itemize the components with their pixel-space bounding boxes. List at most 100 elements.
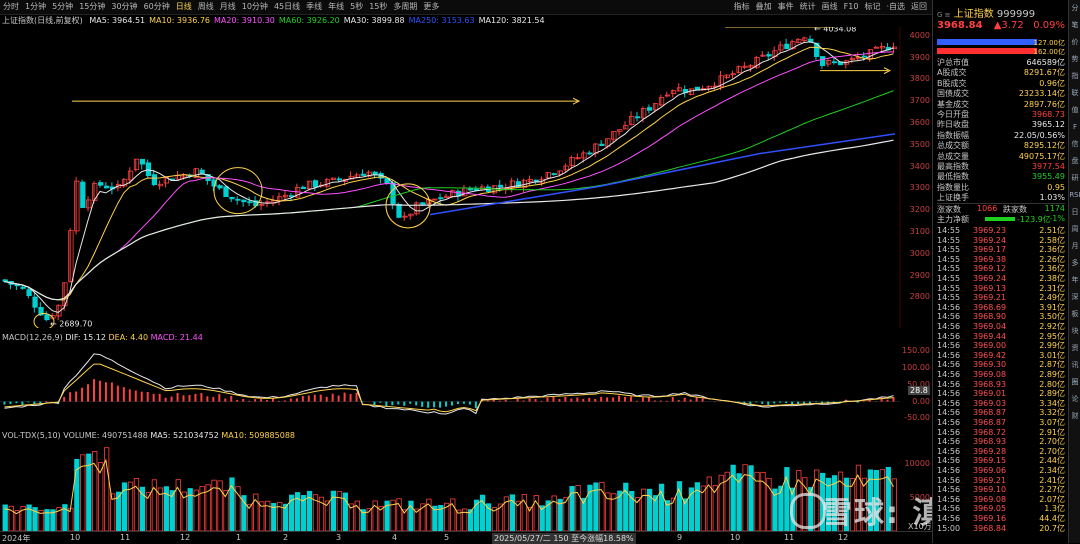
volume-bar — [324, 500, 331, 531]
stat-label: 基金成交 — [937, 99, 969, 109]
macd-chart[interactable] — [0, 343, 900, 425]
tick-time: 14:56 — [937, 427, 961, 437]
side-tool-icon[interactable]: F — [1072, 123, 1078, 131]
tick-time: 14:55 — [937, 283, 961, 293]
candle — [312, 180, 319, 188]
side-tool-icon[interactable]: 月 — [1071, 242, 1079, 250]
candle — [420, 202, 426, 205]
side-tool-icon[interactable]: 多 — [1071, 259, 1079, 267]
stat-value: 0.95 — [1047, 182, 1065, 192]
volume-bar — [479, 494, 486, 531]
candle — [14, 284, 20, 287]
quote-change: ▲3.72 — [993, 20, 1024, 31]
period-tab-4[interactable]: 30分钟 — [111, 2, 138, 11]
tool-button-0[interactable]: 指标 — [733, 2, 750, 11]
side-tool-icon[interactable]: 财 — [1071, 412, 1079, 420]
side-tool-icon[interactable]: 讯 — [1071, 361, 1079, 369]
period-tab-9[interactable]: 10分钟 — [241, 2, 268, 11]
side-tool-icon[interactable]: 深 — [1071, 293, 1079, 301]
period-tab-11[interactable]: 季线 — [306, 2, 323, 11]
up-count-label: 涨家数 — [937, 205, 961, 214]
volume-bar — [515, 500, 522, 531]
period-tab-8[interactable]: 月线 — [219, 2, 236, 11]
candle — [599, 143, 605, 146]
candle — [754, 57, 760, 68]
period-tab-12[interactable]: 年线 — [328, 2, 345, 11]
side-tool-icon[interactable]: RSI — [1069, 191, 1080, 199]
volume-bar — [169, 490, 175, 531]
side-tool-icon[interactable]: 板 — [1071, 310, 1079, 318]
tool-button-4[interactable]: 画线 — [821, 2, 838, 11]
side-tool-icon[interactable]: 年 — [1071, 276, 1079, 284]
side-tool-icon[interactable]: 研 — [1071, 174, 1079, 182]
side-tool-icon[interactable]: 分 — [1071, 4, 1079, 12]
period-tab-10[interactable]: 45日线 — [273, 2, 301, 11]
tool-button-7[interactable]: ·自选 — [886, 2, 905, 11]
period-tab-2[interactable]: 5分钟 — [52, 2, 74, 11]
period-tab-0[interactable]: 分时 — [3, 2, 19, 11]
side-toolbar: 分笔价势指联值 F 信盘研 RSI 日周月多年深板块资讯圈论财 — [1068, 0, 1080, 543]
volume-bar — [384, 500, 390, 531]
period-tab-1[interactable]: 1分钟 — [25, 2, 47, 11]
side-tool-icon[interactable]: 论 — [1071, 395, 1079, 403]
side-tool-icon[interactable]: 日 — [1071, 208, 1079, 216]
tick-volume: 2.34亿 — [1039, 466, 1065, 475]
volume-chart[interactable] — [0, 441, 900, 531]
side-tool-icon[interactable]: 势 — [1071, 55, 1079, 63]
tick-price: 3969.42 — [973, 350, 1007, 360]
volume-bar — [527, 507, 533, 531]
side-tool-icon[interactable]: 块 — [1071, 327, 1079, 335]
side-tool-icon[interactable]: 周 — [1071, 225, 1079, 233]
tick-row: 14:56 3969.00 2.99亿 — [937, 341, 1065, 350]
side-tool-icon[interactable]: 价 — [1071, 38, 1079, 46]
price-chart[interactable]: ← 4034.08 ← 2689.70 — [0, 27, 932, 328]
tool-button-6[interactable]: 标记 — [864, 2, 881, 11]
macd-tick-label: -50.00 — [904, 413, 930, 423]
volume-bar — [283, 503, 289, 531]
ma-legend-item: MA120: 3821.54 — [478, 16, 545, 25]
period-tab-15[interactable]: 多周期 — [393, 2, 418, 11]
period-tab-5[interactable]: 60分钟 — [143, 2, 170, 11]
period-tab-7[interactable]: 周线 — [197, 2, 214, 11]
stat-row: 基金成交 2897.76亿 — [937, 100, 1065, 110]
side-tool-icon[interactable]: 联 — [1071, 89, 1079, 97]
side-tool-icon[interactable]: 笔 — [1071, 21, 1079, 29]
tool-button-5[interactable]: F10 — [843, 2, 859, 11]
tick-volume: 3.91亿 — [1039, 302, 1065, 312]
tick-volume: 2.51亿 — [1039, 226, 1065, 235]
stat-label: 今日开盘 — [937, 110, 969, 119]
candle — [235, 198, 241, 201]
side-tool-icon[interactable]: 资 — [1071, 344, 1079, 352]
candle — [652, 103, 659, 111]
volume-bar — [873, 470, 880, 531]
tick-time: 14:56 — [937, 331, 961, 341]
volume-bar — [402, 509, 408, 531]
tool-button-2[interactable]: 事件 — [777, 2, 794, 11]
period-tab-6[interactable]: 日线 — [175, 2, 192, 11]
period-tab-16[interactable]: 更多 — [423, 2, 440, 11]
tool-button-1[interactable]: 叠加 — [755, 2, 772, 11]
period-tab-3[interactable]: 15分钟 — [79, 2, 106, 11]
tool-button-3[interactable]: 统计 — [799, 2, 816, 11]
period-tab-14[interactable]: 15秒 — [369, 2, 388, 11]
volume-bar — [115, 491, 122, 531]
side-tool-icon[interactable]: 值 — [1071, 106, 1079, 114]
tool-button-8[interactable]: 返回 — [911, 2, 927, 11]
volume-bar — [694, 482, 701, 531]
sell-bar — [937, 48, 1037, 54]
period-tab-13[interactable]: 5秒 — [350, 2, 364, 11]
tick-time: 14:56 — [937, 504, 961, 514]
volume-bar — [861, 477, 868, 531]
volume-bar — [623, 482, 629, 531]
stat-value: 646589亿 — [1026, 58, 1065, 67]
stat-row: 总成交量 49075.17亿 — [937, 152, 1065, 162]
side-tool-icon[interactable]: 盘 — [1071, 157, 1079, 165]
side-tool-icon[interactable]: 指 — [1071, 72, 1079, 80]
side-tool-icon[interactable]: 圈 — [1071, 378, 1079, 386]
side-tool-icon[interactable]: 信 — [1071, 140, 1079, 148]
tick-row: 14:56 3969.16 44.4亿 — [937, 514, 1065, 523]
candle — [324, 179, 331, 187]
tick-time: 14:56 — [937, 302, 961, 312]
tick-volume: 2.99亿 — [1039, 341, 1065, 351]
tick-price: 3968.93 — [973, 437, 1007, 447]
